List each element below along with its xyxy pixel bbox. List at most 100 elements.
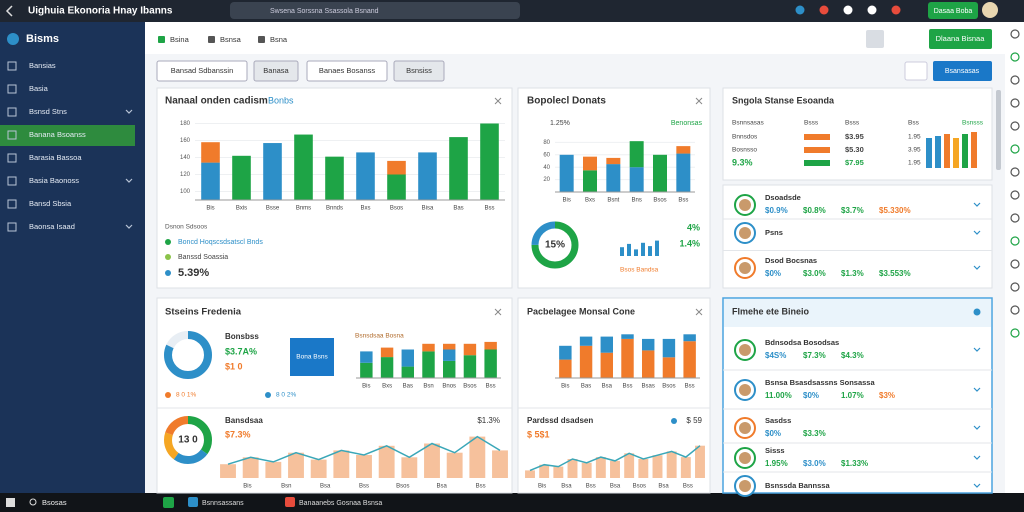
- rail-icon[interactable]: [1010, 236, 1020, 246]
- area-bar: [680, 457, 691, 478]
- area-bar: [624, 453, 635, 478]
- scrollbar: [996, 90, 1001, 170]
- toolbar-icon[interactable]: [819, 5, 829, 15]
- label: $ 59: [686, 416, 702, 425]
- label[interactable]: Banasa: [263, 66, 289, 75]
- bar: [360, 362, 373, 378]
- label[interactable]: Baonsa Isaad: [29, 222, 75, 231]
- label[interactable]: Banaanebs Gosnaa Bsnsa: [299, 500, 382, 507]
- toolbar-icon[interactable]: [795, 5, 805, 15]
- chevron: [125, 178, 133, 183]
- x-tick-label: Bis: [538, 484, 546, 490]
- label: 8 0 1%: [176, 392, 196, 399]
- label[interactable]: Bsnsiss: [406, 66, 432, 75]
- filter-button[interactable]: [156, 60, 248, 82]
- label[interactable]: Bsnsa: [220, 35, 242, 44]
- primary-button[interactable]: [929, 29, 992, 49]
- label[interactable]: Bsna: [270, 35, 288, 44]
- filter-button[interactable]: [253, 60, 299, 82]
- mini-bar: [634, 249, 638, 256]
- bar: [676, 153, 691, 192]
- label: 1.4%: [679, 238, 700, 248]
- rail-icon[interactable]: [1010, 167, 1020, 177]
- search-box[interactable]: [230, 2, 520, 19]
- bar: [600, 336, 613, 353]
- rail-icon[interactable]: [1010, 328, 1020, 338]
- label[interactable]: Bansad Sdbanssin: [171, 66, 234, 75]
- label[interactable]: Bsnsd Stns: [29, 107, 67, 116]
- label[interactable]: Banaes Bosanss: [319, 66, 376, 75]
- label: Bsnsa Bsasdsassns Sonsassa: [765, 378, 875, 387]
- rail-icon[interactable]: [1010, 121, 1020, 131]
- filter-button[interactable]: [393, 60, 445, 82]
- bar: [449, 137, 468, 200]
- label[interactable]: Bansd Sbsia: [29, 199, 72, 208]
- label: Sngola Stanse Esoanda: [732, 95, 835, 105]
- tab-icon: [158, 36, 165, 43]
- label: Bsnsss: [962, 120, 984, 127]
- label: 1.95%: [765, 459, 788, 468]
- close[interactable]: [494, 308, 502, 316]
- rail-icon[interactable]: [1010, 305, 1020, 315]
- app-icon[interactable]: [188, 497, 198, 507]
- toolbar-icon[interactable]: [867, 5, 877, 15]
- app-icon[interactable]: [163, 497, 174, 508]
- rail-icon[interactable]: [1010, 144, 1020, 154]
- rail-icon[interactable]: [1010, 29, 1020, 39]
- rail-icon[interactable]: [1010, 190, 1020, 200]
- app-icon[interactable]: [285, 497, 295, 507]
- primary-button[interactable]: [928, 2, 978, 19]
- chevron: [973, 455, 981, 460]
- x-tick-label: Bsa: [610, 484, 621, 490]
- label[interactable]: Banana Bsoanss: [29, 130, 86, 139]
- info-box[interactable]: [290, 338, 334, 376]
- chevron: [973, 202, 981, 207]
- x-tick-label: Bas: [581, 384, 591, 390]
- rail-icon[interactable]: [1010, 75, 1020, 85]
- trend-line: [529, 445, 701, 472]
- label[interactable]: Bsansasas: [945, 68, 980, 75]
- search-button[interactable]: [904, 61, 928, 81]
- toolbar-icon[interactable]: [843, 5, 853, 15]
- label: Bnnsdos: [732, 134, 758, 141]
- rail-icon[interactable]: [1010, 52, 1020, 62]
- rail-icon[interactable]: [1010, 259, 1020, 269]
- label[interactable]: Bansias: [29, 61, 56, 70]
- mini-bar: [953, 138, 959, 168]
- rail-icon[interactable]: [1010, 213, 1020, 223]
- label[interactable]: Basia Baonoss: [29, 176, 79, 185]
- rail-icon[interactable]: [1010, 282, 1020, 292]
- rail-icon[interactable]: [1010, 98, 1020, 108]
- x-tick-label: Bss: [359, 484, 369, 490]
- label[interactable]: Barasia Bassoa: [29, 153, 82, 162]
- avatar-face: [739, 227, 751, 239]
- label: Bsnnsasas: [732, 120, 765, 127]
- icon-button[interactable]: [866, 30, 884, 48]
- filter-button[interactable]: [306, 60, 388, 82]
- close[interactable]: [695, 308, 703, 316]
- avatar-face: [739, 262, 751, 274]
- label: 4%: [687, 222, 700, 232]
- label[interactable]: Dasaa Boba: [934, 8, 973, 15]
- label: Psns: [765, 228, 783, 237]
- legend-dot: [265, 392, 271, 398]
- close[interactable]: [494, 97, 502, 105]
- toolbar-icon[interactable]: [891, 5, 901, 15]
- bar: [232, 155, 251, 200]
- area-bar: [220, 464, 236, 478]
- label[interactable]: Basia: [29, 84, 49, 93]
- sidebar-active[interactable]: [0, 125, 135, 146]
- start-icon[interactable]: [6, 498, 15, 507]
- close[interactable]: [695, 97, 703, 105]
- bar: [559, 345, 572, 360]
- label[interactable]: Bsina: [170, 35, 190, 44]
- label[interactable]: Dlaana Bisnaa: [936, 34, 986, 43]
- label[interactable]: Bsnnsassans: [202, 500, 244, 507]
- label: $7.95: [845, 158, 864, 167]
- pin[interactable]: [973, 308, 981, 316]
- tab-icon: [258, 36, 265, 43]
- bar: [662, 338, 676, 358]
- avatar-face: [739, 384, 751, 396]
- action-button[interactable]: [933, 61, 992, 81]
- label: Pardssd dsadsen: [527, 416, 593, 425]
